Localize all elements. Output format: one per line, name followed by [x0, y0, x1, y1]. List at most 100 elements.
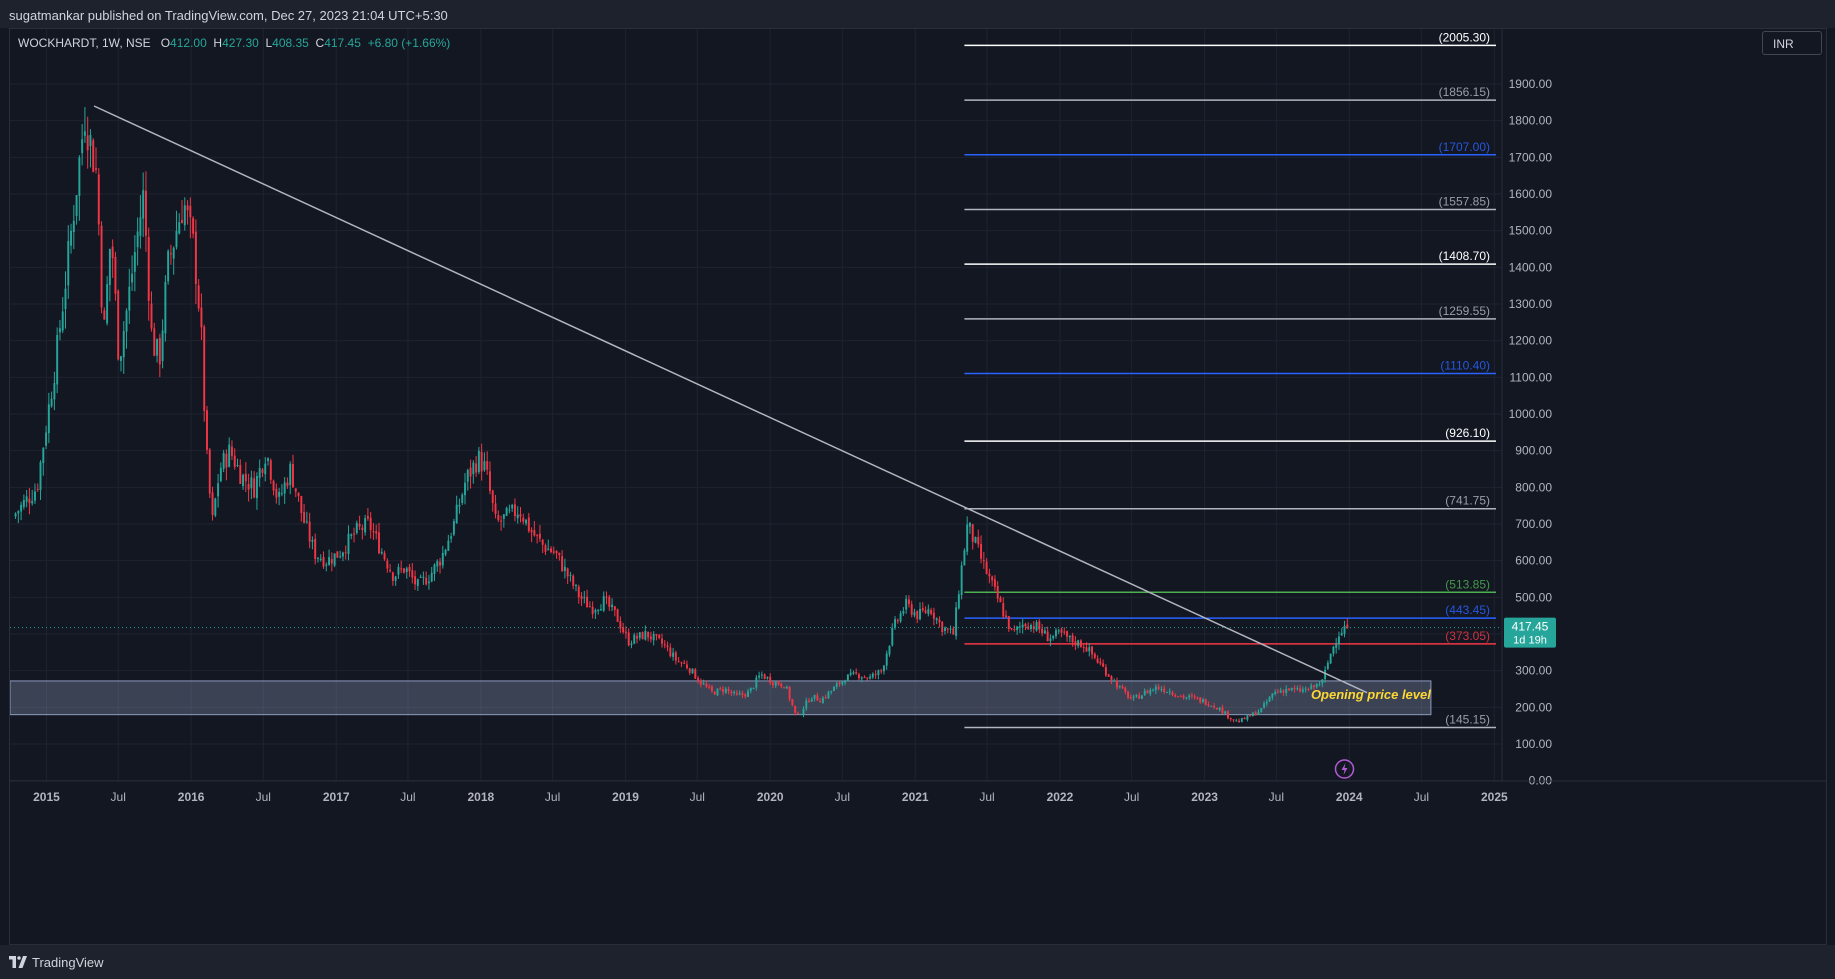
candle-body: [486, 461, 489, 470]
candle-body: [497, 515, 500, 521]
candle-body: [622, 627, 625, 633]
currency-button[interactable]: INR: [1762, 31, 1822, 55]
candle-body: [275, 488, 278, 498]
candle-body: [810, 699, 813, 702]
candle-body: [636, 636, 638, 639]
candle-body: [616, 609, 619, 622]
fib-level-label: (1557.85): [1439, 194, 1490, 208]
candle-body: [927, 608, 930, 614]
chart-pane[interactable]: Opening price level (2005.30) (1856.15) (1…: [9, 28, 1827, 945]
time-tick-label: Jul: [1414, 790, 1429, 804]
candle-body: [869, 676, 872, 679]
candle-body: [977, 537, 980, 545]
candle-body: [971, 524, 974, 542]
candle-body: [1063, 631, 1066, 633]
candle-body: [347, 533, 350, 554]
candle-body: [1335, 643, 1338, 648]
candle-body: [17, 511, 20, 514]
candle-body: [974, 536, 977, 543]
candle-body: [747, 691, 749, 697]
candle-body: [1185, 697, 1188, 699]
candle-body: [466, 469, 469, 482]
footer-bar: TradingView: [0, 945, 1835, 979]
candle-body: [1152, 689, 1155, 691]
candle-body: [139, 217, 142, 236]
candle-body: [328, 557, 331, 565]
candle-body: [372, 531, 375, 533]
candle-body: [1074, 641, 1077, 646]
candle-body: [1071, 635, 1074, 643]
candle-body: [516, 514, 519, 519]
price-tick-label: 1900.00: [1509, 77, 1553, 91]
candle-body: [111, 246, 114, 259]
price-chart[interactable]: Opening price level (2005.30) (1856.15) (1…: [10, 29, 1826, 944]
candle-body: [103, 310, 106, 320]
price-tick-label: 1800.00: [1509, 114, 1553, 128]
candle-body: [1243, 717, 1246, 720]
candle-body: [114, 256, 117, 294]
trendline-layer: [93, 105, 1368, 694]
candle-body: [242, 474, 245, 487]
candle-body: [525, 519, 528, 524]
candle-body: [763, 674, 766, 680]
candle-body: [602, 596, 605, 611]
fib-level-label: (1259.55): [1439, 304, 1490, 318]
candle-body: [1293, 688, 1296, 690]
candle-body: [1110, 676, 1113, 681]
candle-body: [758, 675, 761, 678]
price-tick-label: 1200.00: [1509, 334, 1553, 348]
candle-body: [813, 694, 816, 699]
tradingview-logo-icon[interactable]: [9, 956, 27, 968]
candle-body: [669, 647, 672, 657]
candle-body: [1129, 697, 1132, 699]
opening-price-zone[interactable]: [10, 680, 1432, 716]
candle-body: [952, 628, 955, 635]
candle-body: [827, 691, 830, 698]
fib-level-label: (443.45): [1445, 603, 1490, 617]
time-tick-label: 2015: [33, 790, 60, 804]
downtrend-line[interactable]: [93, 105, 1368, 694]
candle-body: [1002, 603, 1005, 617]
candle-body: [192, 218, 195, 234]
candle-body: [710, 686, 713, 692]
tradingview-brand[interactable]: TradingView: [32, 955, 104, 970]
candle-body: [1054, 630, 1057, 637]
candle-body: [852, 672, 855, 674]
candle-body: [591, 606, 594, 615]
candle-body: [1274, 691, 1277, 695]
candle-body: [932, 612, 935, 619]
candle-body: [153, 328, 156, 356]
candle-body: [436, 561, 439, 567]
candle-body: [608, 596, 611, 607]
candle-body: [993, 579, 996, 587]
candle-body: [325, 564, 328, 566]
candle-body: [611, 604, 614, 608]
candle-body: [1132, 696, 1135, 698]
time-tick-label: Jul: [545, 790, 560, 804]
candle-body: [311, 540, 314, 542]
candle-body: [308, 521, 311, 542]
candle-body: [1218, 707, 1221, 710]
symbol-legend[interactable]: WOCKHARDT, 1W, NSE O412.00 H427.30 L408.…: [18, 36, 450, 50]
candle-body: [1296, 688, 1299, 690]
candle-body: [233, 455, 236, 467]
candle-body: [1224, 711, 1227, 714]
candle-body: [1268, 696, 1271, 702]
price-tick-label: 1300.00: [1509, 297, 1553, 311]
candle-body: [841, 681, 844, 685]
symbol-label[interactable]: WOCKHARDT, 1W, NSE: [18, 36, 151, 50]
candle-body: [1304, 688, 1307, 690]
candle-body: [1337, 636, 1340, 645]
lightning-icon[interactable]: [1334, 759, 1355, 779]
time-tick-label: 2017: [323, 790, 350, 804]
candle-body: [733, 691, 736, 694]
candle-body: [835, 683, 838, 687]
candle-body: [314, 538, 317, 559]
candle-body: [505, 507, 508, 516]
candle-body: [960, 565, 963, 596]
candle-body: [708, 686, 711, 688]
candle-body: [200, 307, 203, 328]
candle-body: [744, 694, 747, 697]
fib-level-label: (373.05): [1445, 629, 1490, 643]
candle-body: [508, 509, 511, 511]
